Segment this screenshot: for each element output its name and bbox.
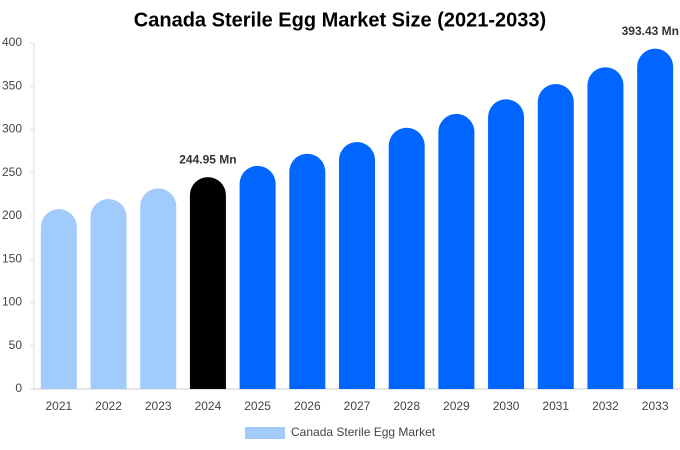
y-tick-label: 100 — [2, 295, 22, 309]
y-tick-label: 250 — [2, 165, 22, 179]
y-tick-label: 50 — [9, 338, 23, 352]
y-tick-label: 0 — [15, 381, 22, 395]
bar — [438, 113, 475, 389]
bar — [388, 127, 425, 389]
bar — [339, 142, 375, 389]
x-tick-label: 2025 — [244, 399, 271, 413]
y-tick-label: 300 — [2, 122, 22, 136]
x-tick-label: 2022 — [95, 399, 122, 413]
x-tick-label: 2031 — [542, 399, 569, 413]
x-tick-label: 2027 — [344, 399, 371, 413]
bar — [189, 177, 226, 389]
x-tick-label: 2032 — [592, 399, 619, 413]
bar — [587, 67, 624, 389]
x-tick-label: 2026 — [294, 399, 321, 413]
x-tick-label: 2033 — [642, 399, 669, 413]
bar — [40, 209, 77, 389]
bar — [537, 84, 574, 389]
x-tick-label: 2028 — [393, 399, 420, 413]
x-tick-label: 2029 — [443, 399, 470, 413]
value-label: 244.95 Mn — [179, 152, 236, 166]
bar — [488, 99, 525, 390]
value-label: 393.43 Mn — [622, 24, 679, 38]
y-tick-label: 400 — [2, 35, 22, 49]
bar — [289, 153, 326, 389]
y-tick-label: 200 — [2, 208, 22, 222]
y-tick-label: 350 — [2, 78, 22, 92]
y-tick-label: 150 — [2, 251, 22, 265]
x-tick-label: 2030 — [493, 399, 520, 413]
legend-label: Canada Sterile Egg Market — [291, 425, 436, 439]
x-tick-label: 2024 — [195, 399, 222, 413]
bar — [90, 198, 127, 389]
bar — [140, 188, 177, 389]
bar — [239, 165, 276, 389]
chart-title: Canada Sterile Egg Market Size (2021-203… — [134, 9, 546, 31]
bar — [637, 48, 674, 390]
x-tick-label: 2023 — [145, 399, 172, 413]
x-tick-label: 2021 — [45, 399, 72, 413]
legend-swatch — [245, 427, 285, 439]
